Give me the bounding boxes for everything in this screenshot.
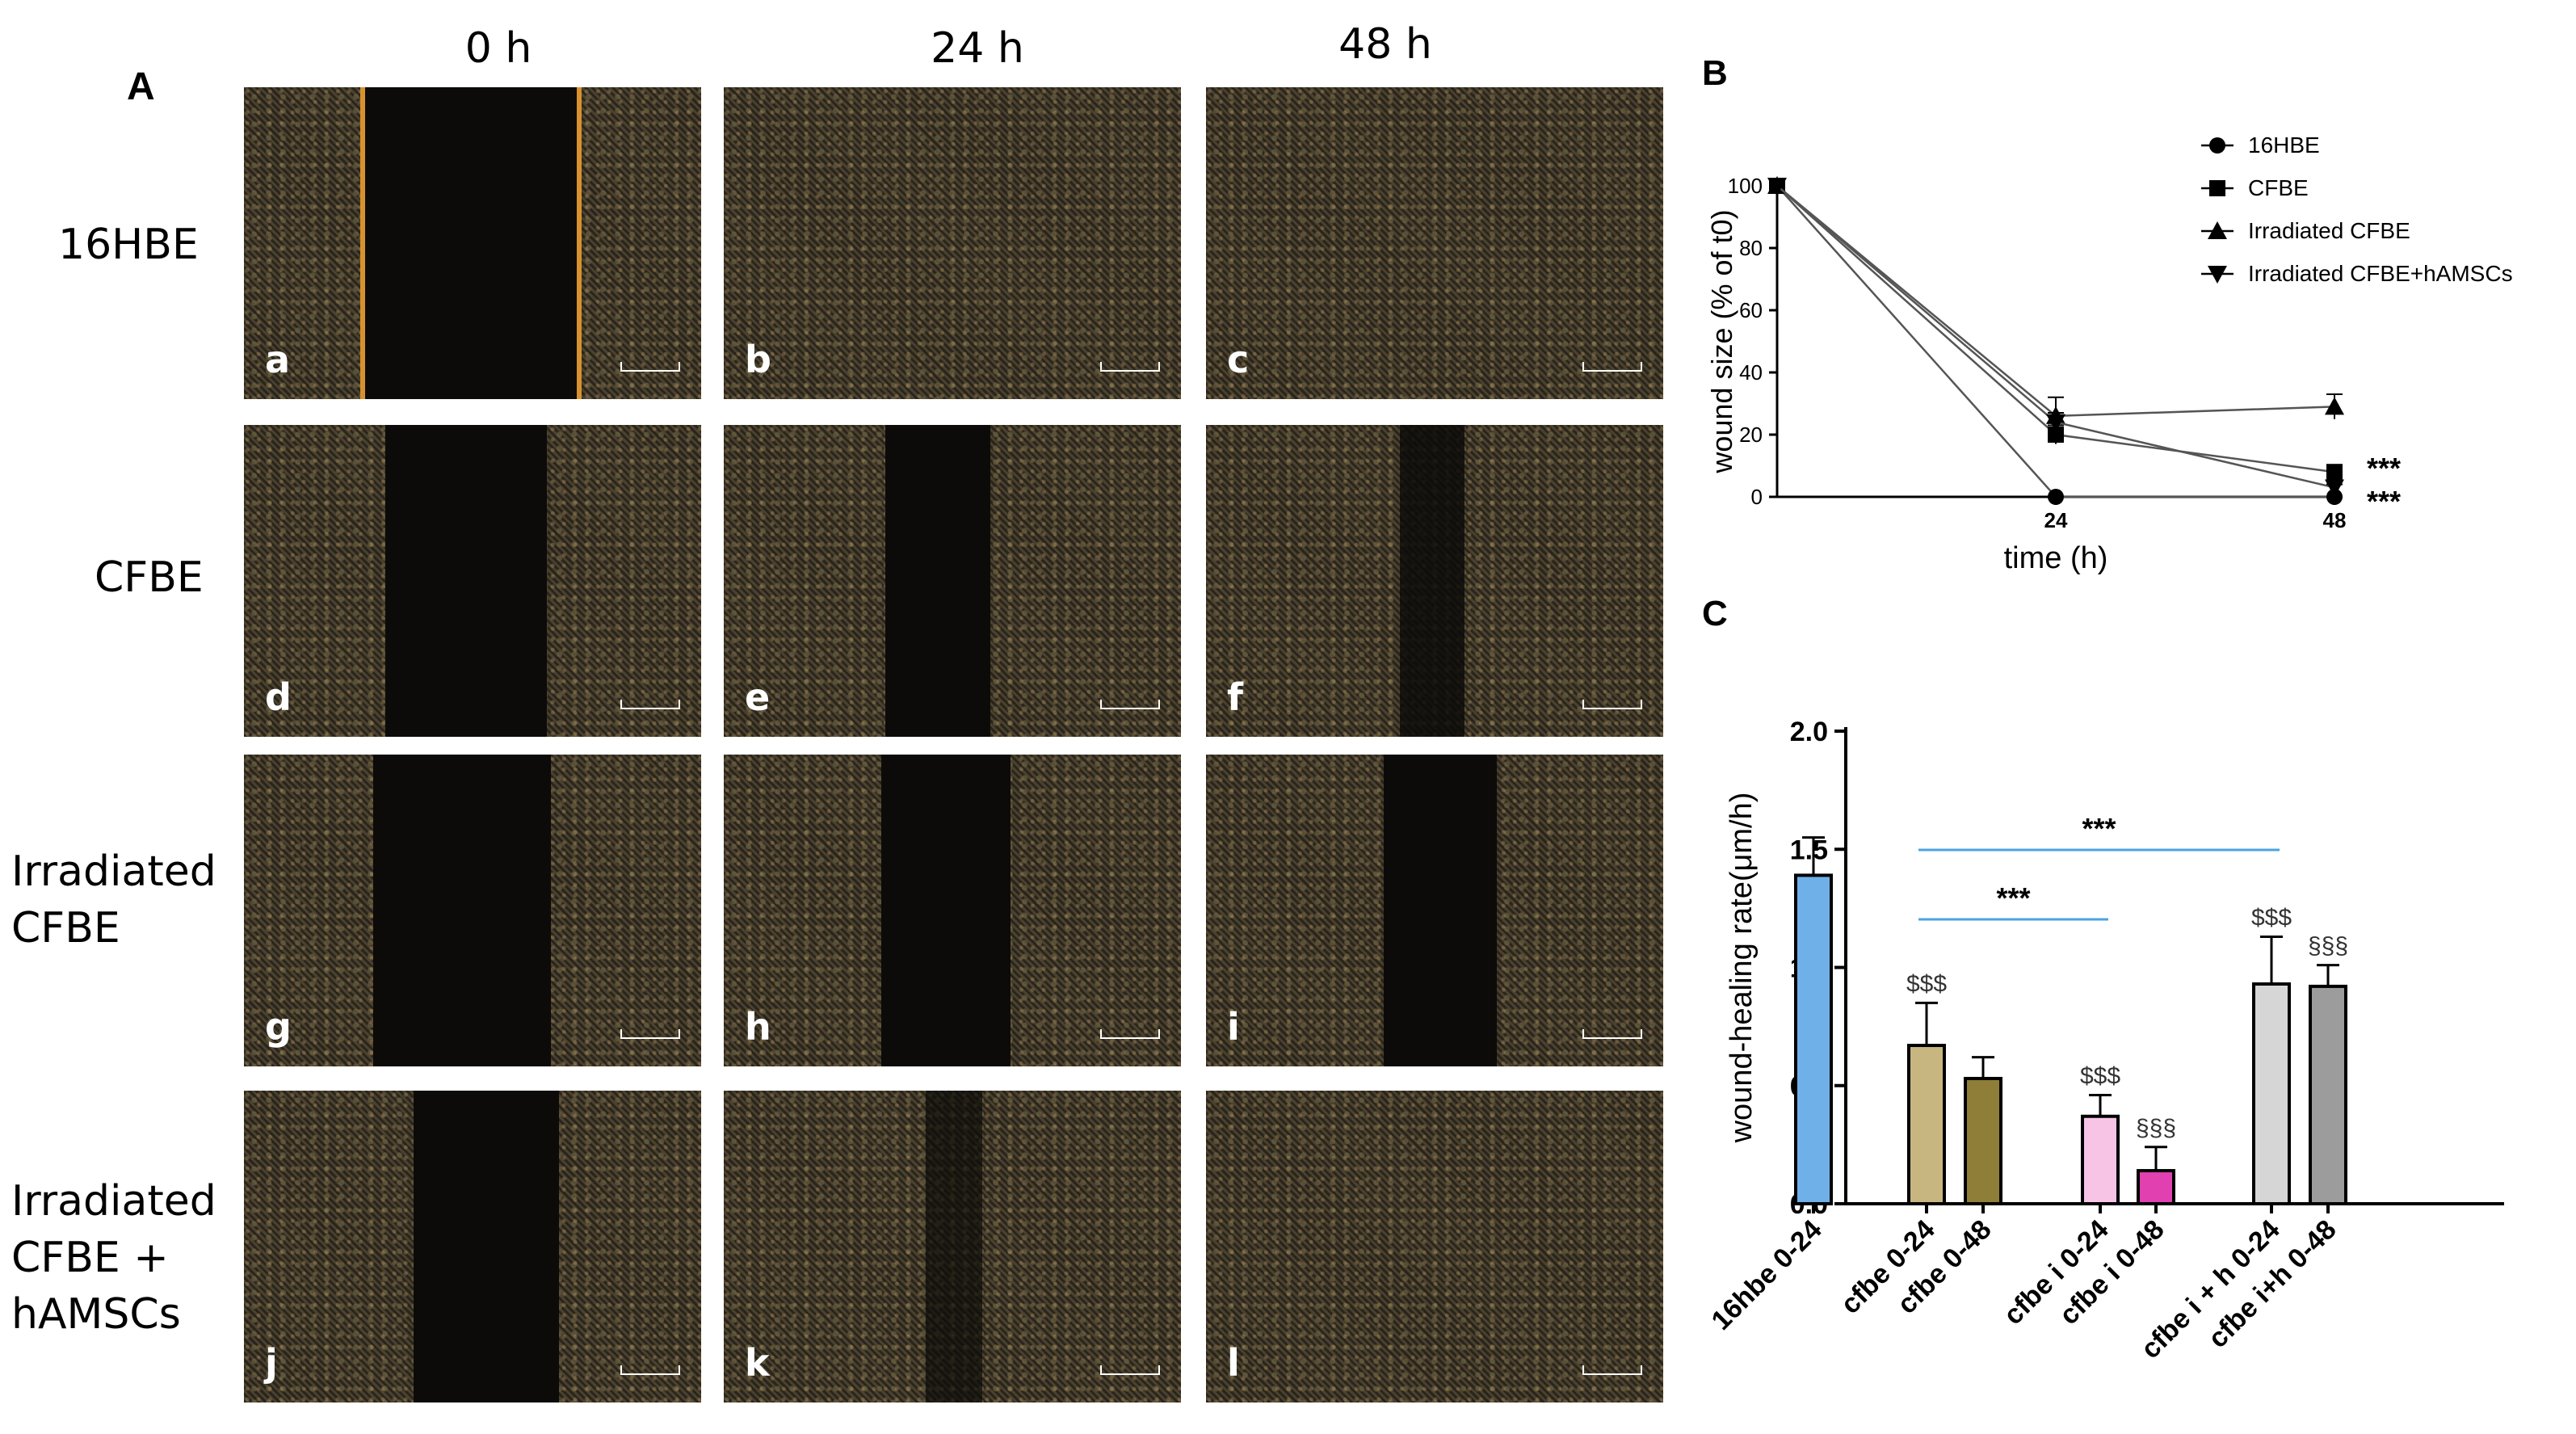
scale-bar bbox=[1100, 1029, 1160, 1039]
wound-gap bbox=[926, 1091, 982, 1402]
panel-b-letter: B bbox=[1702, 53, 1728, 94]
row-label-16hbe: 16HBE bbox=[58, 217, 199, 273]
micrograph-h: h bbox=[724, 755, 1181, 1066]
micrograph-label-a: a bbox=[265, 338, 290, 381]
bracket-significance-label: *** bbox=[1996, 881, 2030, 915]
scale-bar bbox=[1582, 700, 1642, 709]
bar bbox=[2138, 1171, 2174, 1204]
micrograph-l: l bbox=[1206, 1091, 1663, 1402]
significance-label: *** bbox=[2367, 452, 2401, 485]
x-tick-label: 24 bbox=[2044, 508, 2068, 532]
micrograph-label-l: l bbox=[1227, 1341, 1240, 1385]
scale-bar bbox=[620, 1365, 680, 1375]
micrograph-label-b: b bbox=[745, 338, 771, 381]
legend-label: Irradiated CFBE bbox=[2248, 218, 2410, 243]
row-label-cfbe: CFBE bbox=[95, 549, 204, 606]
wound-gap bbox=[414, 1091, 559, 1402]
column-header-48h: 48 h bbox=[1159, 20, 1612, 69]
wound-gap bbox=[385, 425, 547, 737]
y-tick-label: 60 bbox=[1739, 298, 1763, 322]
y-tick-label: 20 bbox=[1739, 423, 1763, 447]
bracket-significance-label: *** bbox=[2082, 812, 2116, 845]
significance-label: *** bbox=[2367, 485, 2401, 518]
scale-bar bbox=[1100, 1365, 1160, 1375]
data-point bbox=[2325, 397, 2344, 414]
micrograph-c: c bbox=[1206, 87, 1663, 399]
bar bbox=[1909, 1045, 1944, 1204]
panel-c-letter: C bbox=[1702, 594, 1728, 634]
micrograph-label-c: c bbox=[1227, 338, 1249, 381]
scale-bar bbox=[1100, 700, 1160, 709]
column-header-0h: 0 h bbox=[272, 24, 725, 73]
y-tick-label: 2.0 bbox=[1790, 717, 1828, 747]
legend-label: CFBE bbox=[2248, 175, 2309, 200]
micrograph-b: b bbox=[724, 87, 1181, 399]
micrograph-label-j: j bbox=[265, 1341, 278, 1385]
panel-a-letter: A bbox=[127, 65, 155, 109]
y-tick-label: 0 bbox=[1751, 485, 1763, 509]
bar bbox=[1796, 875, 1831, 1204]
bar bbox=[2082, 1117, 2118, 1204]
micrograph-k: k bbox=[724, 1091, 1181, 1402]
wound-gap bbox=[885, 425, 990, 737]
micrograph-a: a bbox=[244, 87, 701, 399]
micrograph-g: g bbox=[244, 755, 701, 1066]
x-axis-label: time (h) bbox=[2004, 541, 2108, 575]
micrograph-d: d bbox=[244, 425, 701, 737]
bar-significance-label: $$$ bbox=[2251, 904, 2292, 931]
bar-significance-label: §§§ bbox=[2308, 933, 2348, 960]
legend-label: 16HBE bbox=[2248, 132, 2320, 158]
x-tick-label: 16hbe 0-24 bbox=[1706, 1214, 1828, 1336]
micrograph-label-i: i bbox=[1227, 1005, 1240, 1049]
micrograph-label-h: h bbox=[745, 1005, 771, 1049]
scale-bar bbox=[1582, 362, 1642, 372]
y-axis-label: wound-healing rate(μm/h) bbox=[1725, 793, 1759, 1144]
line-chart-wound-size: 0 20 40 60 80 100 24 48 time (h) wound size (% of… bbox=[1696, 113, 2576, 598]
scale-bar bbox=[620, 700, 680, 709]
micrograph-label-d: d bbox=[265, 675, 292, 719]
legend-marker bbox=[2209, 137, 2225, 153]
y-axis-label: wound size (% of t0) bbox=[1705, 209, 1738, 473]
data-point bbox=[2326, 464, 2343, 480]
micrograph-label-g: g bbox=[265, 1005, 292, 1049]
cell-texture bbox=[724, 87, 1181, 399]
micrograph-label-e: e bbox=[745, 675, 770, 719]
wound-gap bbox=[881, 755, 1011, 1066]
wound-gap bbox=[1384, 755, 1497, 1066]
row-label-irradiated-cfbe-hamscs: Irradiated CFBE + hAMSCs bbox=[11, 1173, 216, 1343]
bar-significance-label: $$$ bbox=[1906, 970, 1947, 997]
y-tick-label: 80 bbox=[1739, 236, 1763, 260]
scale-bar bbox=[1100, 362, 1160, 372]
cell-texture bbox=[1206, 1091, 1663, 1402]
micrograph-e: e bbox=[724, 425, 1181, 737]
legend-marker bbox=[2209, 180, 2225, 196]
scale-bar bbox=[1582, 1365, 1642, 1375]
micrograph-j: j bbox=[244, 1091, 701, 1402]
row-label-irradiated-cfbe: Irradiated CFBE bbox=[11, 843, 216, 957]
wound-gap bbox=[373, 755, 551, 1066]
scale-bar bbox=[620, 1029, 680, 1039]
micrograph-f: f bbox=[1206, 425, 1663, 737]
scale-bar bbox=[620, 362, 680, 372]
micrograph-label-f: f bbox=[1227, 675, 1243, 719]
y-tick-label: 100 bbox=[1728, 174, 1763, 198]
x-tick-label: 48 bbox=[2323, 508, 2347, 532]
bar bbox=[2254, 984, 2289, 1204]
y-tick-label: 40 bbox=[1739, 360, 1763, 385]
micrograph-i: i bbox=[1206, 755, 1663, 1066]
scale-bar bbox=[1582, 1029, 1642, 1039]
micrograph-label-k: k bbox=[745, 1341, 770, 1385]
bar-significance-label: §§§ bbox=[2136, 1115, 2176, 1142]
cell-texture bbox=[1206, 87, 1663, 399]
wound-gap bbox=[1400, 425, 1464, 737]
bar-significance-label: $$$ bbox=[2080, 1062, 2120, 1089]
y-tick-label: 1.5 bbox=[1790, 835, 1828, 865]
column-header-24h: 24 h bbox=[751, 24, 1204, 73]
data-point bbox=[2048, 489, 2064, 505]
bar bbox=[2310, 986, 2346, 1204]
legend-label: Irradiated CFBE+hAMSCs bbox=[2248, 261, 2513, 286]
bar bbox=[1965, 1079, 2001, 1204]
wound-gap bbox=[365, 87, 577, 399]
